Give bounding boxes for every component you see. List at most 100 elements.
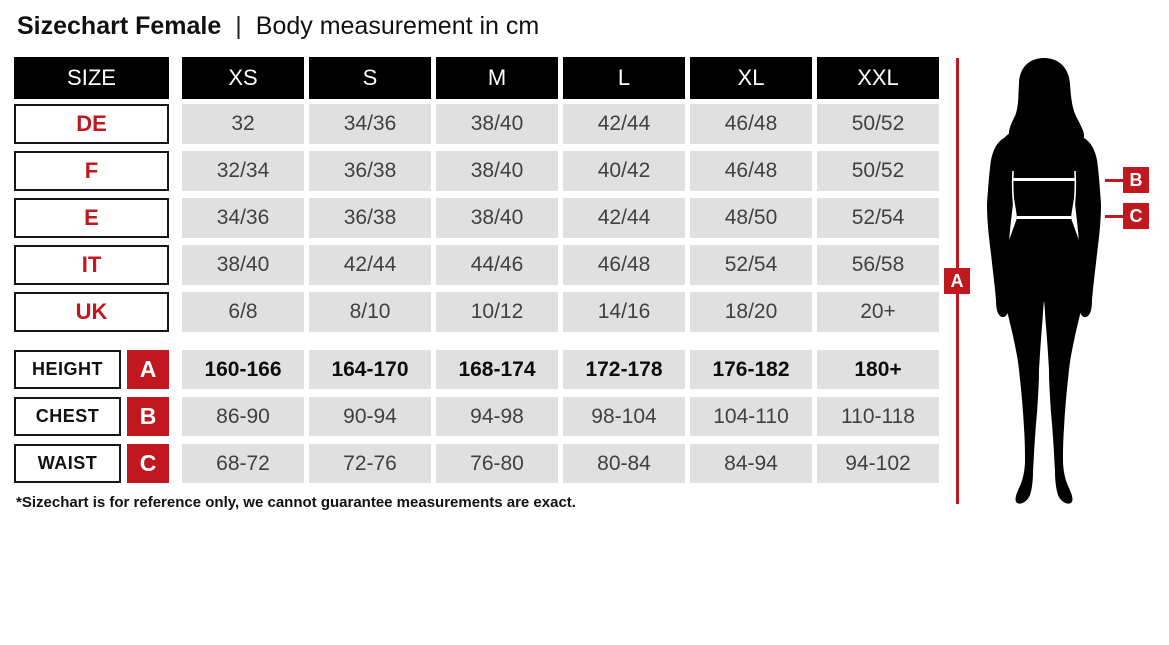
size-value-cell: 42/44	[563, 198, 685, 238]
marker-badge-b: B	[127, 397, 169, 436]
size-value-cell: 46/48	[690, 151, 812, 191]
measurement-value-cell: 160-166	[182, 350, 304, 389]
size-value-cell: 48/50	[690, 198, 812, 238]
region-label-it: IT	[14, 245, 169, 285]
size-value-cell: 50/52	[817, 104, 939, 144]
row-label-col: E	[14, 198, 169, 238]
measurement-value-cell: 76-80	[436, 444, 558, 483]
size-value-cell: 34/36	[182, 198, 304, 238]
row-label-col: DE	[14, 104, 169, 144]
height-marker-badge: A	[944, 268, 970, 294]
row-label-col: CHEST B	[14, 397, 169, 436]
size-value-cell: 10/12	[436, 292, 558, 332]
table-row-waist: WAIST C 68-72 72-76 76-80 80-84 84-94 94-102	[14, 444, 941, 483]
size-header-col: SIZE	[14, 57, 169, 99]
size-value-cell: 38/40	[436, 198, 558, 238]
marker-badge-a: A	[127, 350, 169, 389]
size-value-cell: 36/38	[309, 151, 431, 191]
size-value-cell: 44/46	[436, 245, 558, 285]
row-label-col: UK	[14, 292, 169, 332]
measurement-value-cell: 86-90	[182, 397, 304, 436]
measurement-value-cell: 84-94	[690, 444, 812, 483]
size-value-cell: 8/10	[309, 292, 431, 332]
region-label-f: F	[14, 151, 169, 191]
column-header-xs: XS	[182, 57, 304, 99]
measurement-value-cell: 164-170	[309, 350, 431, 389]
table-row-it: IT 38/40 42/44 44/46 46/48 52/54 56/58	[14, 245, 941, 285]
chest-marker-badge: B	[1123, 167, 1149, 193]
table-row-f: F 32/34 36/38 38/40 40/42 46/48 50/52	[14, 151, 941, 191]
page-title: Sizechart Female | Body measurement in c…	[17, 12, 539, 41]
measurement-value-cell: 104-110	[690, 397, 812, 436]
sizechart-table: SIZE XS S M L XL XXL DE 32 34/36 38/40 42/44 46/48…	[14, 57, 941, 483]
table-row-chest: CHEST B 86-90 90-94 94-98 98-104 104-110 110-11…	[14, 397, 941, 436]
column-header-xxl: XXL	[817, 57, 939, 99]
table-row-de: DE 32 34/36 38/40 42/44 46/48 50/52	[14, 104, 941, 144]
size-value-cell: 42/44	[563, 104, 685, 144]
marker-badge-c: C	[127, 444, 169, 483]
size-value-cell: 18/20	[690, 292, 812, 332]
measurement-value-cell: 90-94	[309, 397, 431, 436]
size-value-cell: 52/54	[690, 245, 812, 285]
measurement-value-cell: 80-84	[563, 444, 685, 483]
row-label-col: IT	[14, 245, 169, 285]
row-label-col: F	[14, 151, 169, 191]
size-value-cell: 32	[182, 104, 304, 144]
measurement-value-cell: 94-98	[436, 397, 558, 436]
table-row-height: HEIGHT A 160-166 164-170 168-174 172-178 176-1…	[14, 350, 941, 389]
row-label-col: WAIST C	[14, 444, 169, 483]
size-value-cell: 32/34	[182, 151, 304, 191]
size-rows-group: DE 32 34/36 38/40 42/44 46/48 50/52 F 32/34 36/38…	[14, 104, 941, 332]
measurement-value-cell: 94-102	[817, 444, 939, 483]
column-header-l: L	[563, 57, 685, 99]
region-label-de: DE	[14, 104, 169, 144]
measurement-label-chest: CHEST	[14, 397, 121, 436]
measurement-value-cell: 168-174	[436, 350, 558, 389]
measurement-value-cell: 72-76	[309, 444, 431, 483]
column-header-xl: XL	[690, 57, 812, 99]
size-value-cell: 14/16	[563, 292, 685, 332]
size-value-cell: 38/40	[436, 104, 558, 144]
size-value-cell: 46/48	[690, 104, 812, 144]
chest-line	[1012, 178, 1076, 181]
size-value-cell: 42/44	[309, 245, 431, 285]
row-label-col: HEIGHT A	[14, 350, 169, 389]
size-value-cell: 6/8	[182, 292, 304, 332]
size-value-cell: 36/38	[309, 198, 431, 238]
measurement-value-cell: 180+	[817, 350, 939, 389]
region-label-e: E	[14, 198, 169, 238]
size-value-cell: 56/58	[817, 245, 939, 285]
region-label-uk: UK	[14, 292, 169, 332]
column-header-m: M	[436, 57, 558, 99]
size-header-cell: SIZE	[14, 57, 169, 99]
table-row-e: E 34/36 36/38 38/40 42/44 48/50 52/54	[14, 198, 941, 238]
waist-marker-line	[1105, 215, 1123, 218]
size-value-cell: 20+	[817, 292, 939, 332]
table-header-row: SIZE XS S M L XL XXL	[14, 57, 941, 99]
female-silhouette-icon	[987, 58, 1101, 504]
size-value-cell: 34/36	[309, 104, 431, 144]
column-header-s: S	[309, 57, 431, 99]
footnote-text: *Sizechart is for reference only, we can…	[16, 494, 576, 511]
measurement-value-cell: 98-104	[563, 397, 685, 436]
measurement-value-cell: 172-178	[563, 350, 685, 389]
measurement-value-cell: 68-72	[182, 444, 304, 483]
measurement-label-height: HEIGHT	[14, 350, 121, 389]
title-separator: |	[235, 12, 242, 40]
chest-marker-line	[1105, 179, 1123, 182]
size-value-cell: 46/48	[563, 245, 685, 285]
measurement-value-cell: 176-182	[690, 350, 812, 389]
measurement-label-waist: WAIST	[14, 444, 121, 483]
title-main: Sizechart Female	[17, 12, 222, 40]
size-value-cell: 52/54	[817, 198, 939, 238]
waist-marker-badge: C	[1123, 203, 1149, 229]
size-value-cell: 50/52	[817, 151, 939, 191]
size-value-cell: 40/42	[563, 151, 685, 191]
waist-line	[1017, 216, 1071, 219]
measurement-rows-group: HEIGHT A 160-166 164-170 168-174 172-178 176-1…	[14, 350, 941, 483]
size-value-cell: 38/40	[182, 245, 304, 285]
measurement-value-cell: 110-118	[817, 397, 939, 436]
size-value-cell: 38/40	[436, 151, 558, 191]
body-measurement-figure: A B C	[940, 55, 1169, 530]
